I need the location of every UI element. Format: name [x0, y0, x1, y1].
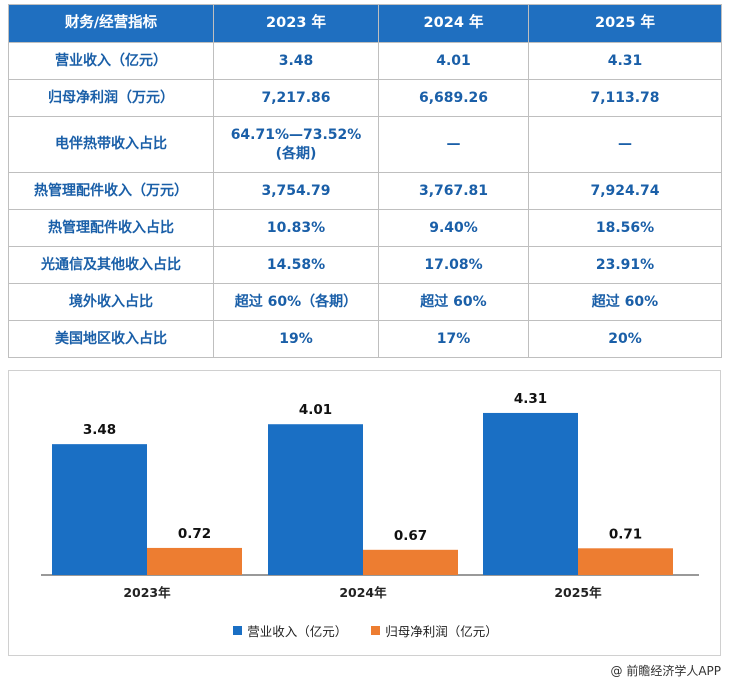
- source-credit: @ 前瞻经济学人APP: [610, 664, 722, 678]
- table-row: 光通信及其他收入占比 14.58% 17.08% 23.91%: [8, 246, 722, 284]
- cell-2025: 超过 60%: [528, 283, 722, 321]
- cell-2023: 7,217.86: [213, 79, 379, 117]
- data-label: 3.48: [83, 422, 116, 438]
- table-header-row: 财务/经营指标 2023 年 2024 年 2025 年: [8, 4, 722, 43]
- table-row: 热管理配件收入（万元） 3,754.79 3,767.81 7,924.74: [8, 172, 722, 210]
- bar-profit-2023年: [147, 547, 242, 575]
- legend-label-profit: 归母净利润（亿元）: [385, 624, 498, 639]
- cell-2025: 18.56%: [528, 209, 722, 247]
- cell-2024: 6,689.26: [378, 79, 529, 117]
- row-label: 光通信及其他收入占比: [8, 246, 214, 284]
- header-2023: 2023 年: [213, 4, 379, 43]
- legend-label-revenue: 营业收入（亿元）: [247, 624, 348, 639]
- table-row: 归母净利润（万元） 7,217.86 6,689.26 7,113.78: [8, 79, 722, 117]
- cell-value: 64.71%—73.52%: [230, 126, 362, 143]
- cell-2023: 19%: [213, 320, 379, 358]
- cell-2023: 3.48: [213, 42, 379, 80]
- cell-2024: 17.08%: [378, 246, 529, 284]
- data-label: 4.01: [299, 402, 332, 418]
- cell-2025: 7,113.78: [528, 79, 722, 117]
- bar-revenue-2023年: [52, 444, 147, 575]
- row-label: 归母净利润（万元）: [8, 79, 214, 117]
- cell-2025: 23.91%: [528, 246, 722, 284]
- table-row: 电伴热带收入占比 64.71%—73.52% (各期) — —: [8, 116, 722, 173]
- data-label: 0.67: [394, 528, 427, 544]
- table-row: 热管理配件收入占比 10.83% 9.40% 18.56%: [8, 209, 722, 247]
- cell-2024: 4.01: [378, 42, 529, 80]
- cell-2025: —: [528, 116, 722, 173]
- cell-2023: 3,754.79: [213, 172, 379, 210]
- x-tick-label: 2023年: [123, 585, 171, 600]
- row-label: 境外收入占比: [8, 283, 214, 321]
- legend-swatch-profit: [371, 626, 381, 635]
- chart-legend: 营业收入（亿元） 归母净利润（亿元）: [9, 621, 722, 640]
- cell-2023: 超过 60%（各期）: [213, 283, 379, 321]
- cell-2024: 9.40%: [378, 209, 529, 247]
- cell-2024: 超过 60%: [378, 283, 529, 321]
- cell-2025: 4.31: [528, 42, 722, 80]
- cell-2024: 17%: [378, 320, 529, 358]
- bar-profit-2024年: [363, 549, 458, 575]
- row-label: 美国地区收入占比: [8, 320, 214, 358]
- bar-chart: 3.48 0.72 2023年 4.01 0.67 2024年 4.31 0.71 2025年 …: [8, 370, 721, 656]
- bar-revenue-2025年: [483, 412, 578, 575]
- bar-revenue-2024年: [268, 424, 363, 575]
- header-metric: 财务/经营指标: [8, 4, 214, 43]
- table-row: 境外收入占比 超过 60%（各期） 超过 60% 超过 60%: [8, 283, 722, 321]
- data-label: 0.72: [178, 526, 211, 542]
- data-label: 4.31: [514, 391, 547, 407]
- data-label: 0.71: [609, 526, 642, 542]
- x-tick-label: 2025年: [554, 585, 602, 600]
- cell-2023: 14.58%: [213, 246, 379, 284]
- cell-2025: 20%: [528, 320, 722, 358]
- row-label: 电伴热带收入占比: [8, 116, 214, 173]
- financial-table: 财务/经营指标 2023 年 2024 年 2025 年 营业收入（亿元） 3.…: [8, 4, 722, 358]
- table-row: 营业收入（亿元） 3.48 4.01 4.31: [8, 42, 722, 80]
- cell-2024: —: [378, 116, 529, 173]
- cell-2024: 3,767.81: [378, 172, 529, 210]
- legend-swatch-revenue: [233, 626, 243, 635]
- legend-item-profit: 归母净利润（亿元）: [371, 621, 498, 640]
- cell-2023: 10.83%: [213, 209, 379, 247]
- header-2025: 2025 年: [528, 4, 722, 43]
- cell-note: (各期): [275, 145, 317, 162]
- cell-2025: 7,924.74: [528, 172, 722, 210]
- bar-chart-svg: 3.48 0.72 2023年 4.01 0.67 2024年 4.31 0.71 2025年: [41, 391, 699, 600]
- table-row: 美国地区收入占比 19% 17% 20%: [8, 320, 722, 358]
- cell-2023: 64.71%—73.52% (各期): [213, 116, 379, 173]
- row-label: 热管理配件收入占比: [8, 209, 214, 247]
- header-2024: 2024 年: [378, 4, 529, 43]
- row-label: 营业收入（亿元）: [8, 42, 214, 80]
- bar-profit-2025年: [578, 548, 673, 575]
- legend-item-revenue: 营业收入（亿元）: [233, 621, 347, 640]
- x-tick-label: 2024年: [339, 585, 387, 600]
- row-label: 热管理配件收入（万元）: [8, 172, 214, 210]
